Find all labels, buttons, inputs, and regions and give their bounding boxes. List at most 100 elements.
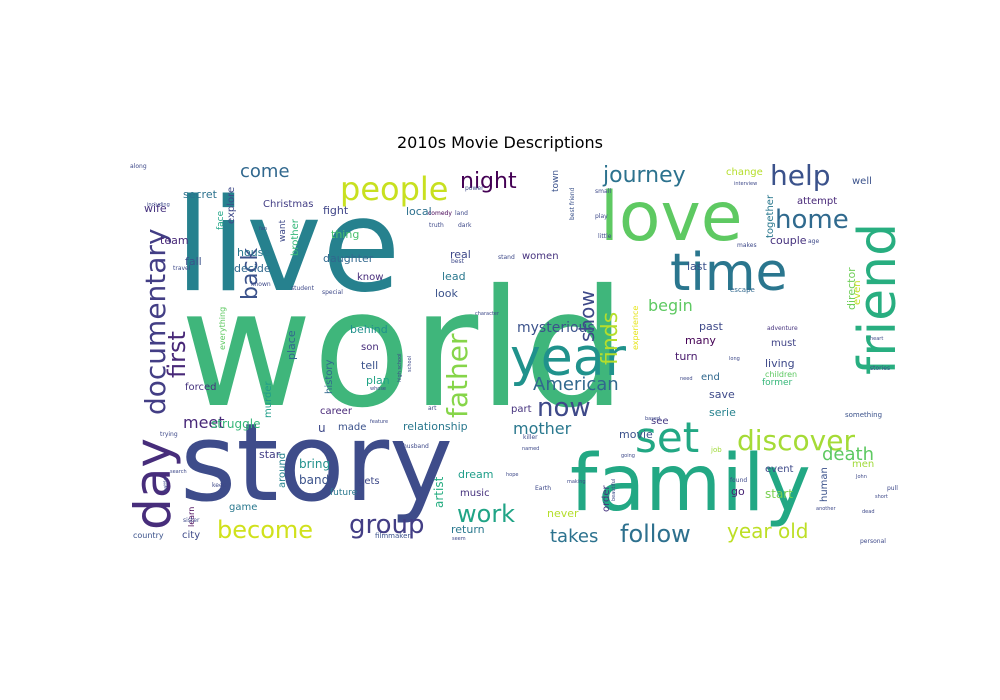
- cloud-word-fall: fall: [185, 255, 202, 268]
- cloud-word-small: small: [595, 188, 611, 195]
- cloud-word-long: long: [729, 356, 740, 362]
- cloud-word-family: family: [570, 439, 811, 529]
- cloud-word-based: based: [645, 416, 660, 422]
- cloud-word-face: face: [216, 210, 226, 230]
- word-cloud: world live story family love time friend year da…: [125, 160, 900, 545]
- cloud-word-time: time: [670, 243, 787, 303]
- cloud-word-beautiful: beautiful: [611, 479, 617, 501]
- cloud-word-town: town: [551, 170, 561, 192]
- cloud-word-killer: killer: [523, 434, 538, 441]
- cloud-word-something: something: [845, 411, 882, 419]
- cloud-word-explore: explore: [226, 187, 237, 224]
- cloud-word-local: local: [406, 205, 432, 218]
- cloud-word-event: event: [765, 464, 794, 475]
- cloud-word-know: know: [357, 272, 383, 283]
- cloud-word-made: made: [338, 422, 366, 433]
- cloud-word-short: short: [875, 494, 888, 500]
- cloud-word-student: student: [291, 285, 315, 292]
- cloud-word-wife: wife: [144, 202, 167, 215]
- cloud-word-truth: truth: [429, 222, 444, 229]
- cloud-word-stories: stories: [870, 365, 890, 372]
- cloud-word-learn: learn: [187, 507, 196, 527]
- cloud-word-home: home: [775, 205, 849, 235]
- cloud-word-show: show: [575, 290, 599, 342]
- cloud-word-christmas: Christmas: [263, 199, 313, 210]
- cloud-word-movie: movie: [619, 428, 653, 441]
- cloud-word-follow: follow: [620, 520, 691, 545]
- cloud-word-everything: everything: [218, 307, 227, 350]
- cloud-word-dream: dream: [458, 468, 494, 481]
- cloud-word-including: including: [147, 202, 170, 208]
- cloud-word-mother: mother: [513, 419, 572, 438]
- cloud-word-lead: lead: [442, 270, 466, 283]
- cloud-word-past: past: [699, 320, 723, 333]
- cloud-word-comedy: comedy: [428, 210, 452, 217]
- cloud-word-first: first: [163, 331, 191, 378]
- cloud-word-adventure: adventure: [767, 325, 798, 332]
- cloud-word-year-old: year old: [727, 519, 808, 543]
- cloud-word-play: play: [595, 213, 608, 220]
- cloud-word-back: back: [238, 247, 263, 300]
- cloud-word-around: around: [277, 453, 288, 488]
- cloud-word-known: known: [251, 281, 271, 288]
- cloud-word-mysterious: mysterious: [517, 320, 595, 336]
- cloud-word-group: group: [349, 510, 425, 540]
- cloud-word-story: story: [180, 401, 453, 526]
- cloud-word-experience: experience: [631, 306, 640, 350]
- cloud-word-along: along: [130, 163, 147, 170]
- cloud-word-year: year: [510, 328, 627, 388]
- cloud-word-future: future: [330, 488, 358, 498]
- cloud-word-change: change: [726, 167, 763, 178]
- cloud-word-interview: interview: [734, 181, 757, 187]
- cloud-word-best: best: [451, 258, 465, 265]
- cloud-word-fan: fan: [259, 226, 267, 232]
- cloud-word-living: living: [765, 357, 795, 370]
- cloud-word-high-school: high school: [397, 353, 403, 382]
- cloud-word-human: human: [819, 467, 830, 502]
- cloud-word-pull: pull: [887, 485, 898, 492]
- cloud-word-brother: brother: [290, 218, 301, 256]
- cloud-word-relationship: relationship: [403, 420, 468, 433]
- cloud-word-filmmaker: filmmaker: [375, 532, 410, 540]
- cloud-word-return: return: [451, 523, 485, 536]
- cloud-word-special: special: [322, 289, 343, 296]
- cloud-word-place: place: [285, 330, 298, 360]
- cloud-word-battle: battle: [163, 477, 169, 492]
- cloud-word-house: house: [237, 246, 270, 259]
- cloud-word-journey: journey: [602, 163, 686, 188]
- cloud-word-thing: thing: [331, 228, 359, 241]
- cloud-word-team: team: [160, 234, 189, 247]
- cloud-word-well: well: [852, 176, 872, 187]
- cloud-word-see: see: [651, 416, 669, 427]
- cloud-word-going: going: [621, 453, 635, 459]
- chart-title: 2010s Movie Descriptions: [396, 133, 604, 152]
- cloud-word-death: death: [822, 444, 874, 465]
- cloud-word-become: become: [217, 516, 313, 544]
- cloud-word-real: real: [450, 248, 471, 261]
- cloud-word-live: live: [175, 172, 401, 321]
- cloud-word-earth: Earth: [535, 485, 551, 492]
- cloud-word-gets: gets: [358, 476, 380, 487]
- cloud-word-fight: fight: [323, 204, 349, 217]
- cloud-word-little: little: [598, 233, 612, 240]
- cloud-word-look: look: [435, 287, 459, 300]
- cloud-word-daughter: daughter: [323, 252, 374, 265]
- cloud-word-history: history: [324, 360, 335, 394]
- cloud-word-artist: artist: [432, 476, 446, 508]
- cloud-word-dark: dark: [458, 222, 472, 229]
- cloud-word-behind: behind: [350, 323, 388, 336]
- cloud-word-job: job: [710, 446, 722, 454]
- cloud-word-serie: serie: [709, 406, 736, 419]
- cloud-word-heart: heart: [870, 336, 883, 342]
- cloud-word-start: start: [765, 487, 793, 501]
- cloud-word-help: help: [770, 160, 831, 192]
- cloud-word-stand: stand: [498, 254, 515, 261]
- cloud-word-order: order: [601, 484, 612, 512]
- cloud-word-want: want: [278, 219, 288, 242]
- cloud-word-music: music: [460, 488, 490, 499]
- cloud-word-struggle: struggle: [211, 417, 260, 431]
- cloud-word-hope: hope: [506, 472, 518, 478]
- cloud-word-now: now: [537, 393, 591, 423]
- cloud-word-art: art: [428, 405, 437, 412]
